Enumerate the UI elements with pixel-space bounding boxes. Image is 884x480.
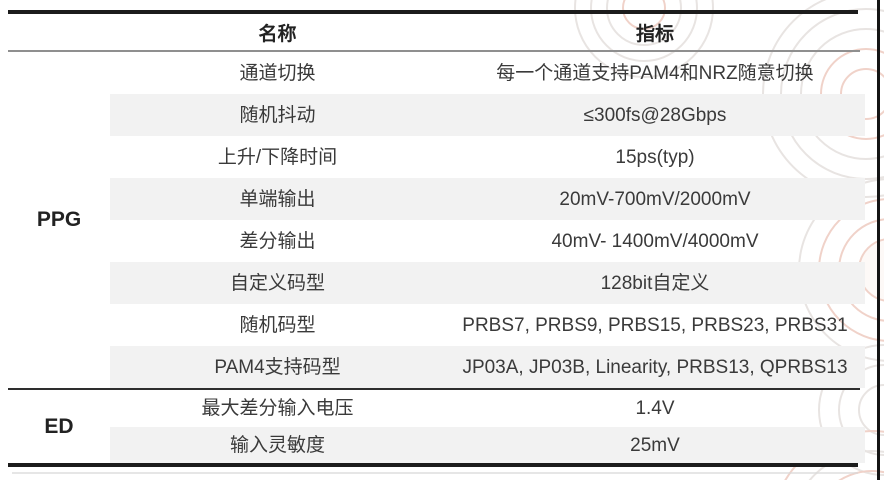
section-label-ppg: PPG	[36, 208, 82, 231]
right-edge-line	[877, 0, 880, 480]
row-cells: 差分输出 40mV- 1400mV/4000mV	[110, 220, 865, 262]
table-row: PAM4支持码型 JP03A, JP03B, Linearity, PRBS13…	[8, 346, 865, 388]
row-name-cell: 随机码型	[239, 314, 316, 336]
section-label-ed: ED	[44, 414, 74, 438]
column-header-name: 名称	[258, 23, 297, 45]
table-top-border	[8, 10, 858, 14]
row-cells: 随机抖动 ≤300fs@28Gbps	[110, 94, 865, 136]
row-name-cell: 上升/下降时间	[217, 146, 338, 168]
column-header-spec: 指标	[635, 23, 674, 45]
row-cells: 输入灵敏度 25mV	[110, 427, 865, 463]
table-row: 随机码型 PRBS7, PRBS9, PRBS15, PRBS23, PRBS3…	[8, 304, 865, 346]
row-name-cell: 输入灵敏度	[229, 434, 325, 456]
row-cells: 上升/下降时间 15ps(typ)	[110, 136, 865, 178]
row-cells: 通道切换 每一个通道支持PAM4和NRZ随意切换	[110, 52, 865, 94]
table-row: 最大差分输入电压 1.4V	[8, 390, 865, 427]
row-cells: 最大差分输入电压 1.4V	[110, 390, 865, 427]
row-name-cell: 随机抖动	[239, 104, 316, 126]
row-cells: 单端输出 20mV-700mV/2000mV	[110, 178, 865, 220]
row-value-cell: JP03A, JP03B, Linearity, PRBS13, QPRBS13	[462, 356, 848, 378]
row-value-cell: 每一个通道支持PAM4和NRZ随意切换	[496, 62, 814, 84]
row-name-cell: PAM4支持码型	[214, 356, 341, 378]
row-cells: PAM4支持码型 JP03A, JP03B, Linearity, PRBS13…	[110, 346, 865, 388]
row-value-cell: 20mV-700mV/2000mV	[559, 188, 751, 210]
row-name-cell: 差分输出	[239, 230, 316, 252]
row-value-cell: 40mV- 1400mV/4000mV	[551, 230, 759, 252]
bottom-shadow	[12, 472, 858, 474]
table-row: 随机抖动 ≤300fs@28Gbps	[8, 94, 865, 136]
header-underline	[8, 50, 860, 52]
table-row: 单端输出 20mV-700mV/2000mV	[8, 178, 865, 220]
row-value-cell: 128bit自定义	[600, 272, 710, 294]
table-row: 差分输出 40mV- 1400mV/4000mV	[8, 220, 865, 262]
table-row: 输入灵敏度 25mV	[8, 427, 865, 463]
table-row: 上升/下降时间 15ps(typ)	[8, 136, 865, 178]
table-bottom-border	[8, 463, 858, 467]
row-cells: 自定义码型 128bit自定义	[110, 262, 865, 304]
row-name-cell: 通道切换	[239, 62, 316, 84]
row-value-cell: 15ps(typ)	[615, 146, 695, 168]
section-ppg: PPG 通道切换 每一个通道支持PAM4和NRZ随意切换 随机抖动 ≤300fs…	[8, 52, 865, 388]
section-ed: ED 最大差分输入电压 1.4V 输入灵敏度 25mV	[8, 390, 865, 463]
row-value-cell: 25mV	[630, 434, 680, 456]
spec-table: 名称 指标 PPG 通道切换 每一个通道支持PAM4和NRZ随意切换 随机抖动 …	[8, 10, 865, 467]
row-name-cell: 单端输出	[239, 188, 316, 210]
row-name-cell: 自定义码型	[229, 272, 325, 294]
row-name-cell: 最大差分输入电压	[201, 398, 354, 419]
row-cells: 随机码型 PRBS7, PRBS9, PRBS15, PRBS23, PRBS3…	[110, 304, 865, 346]
table-row: 自定义码型 128bit自定义	[8, 262, 865, 304]
table-header-row: 名称 指标	[8, 14, 865, 50]
row-value-cell: ≤300fs@28Gbps	[583, 104, 727, 126]
table-row: 通道切换 每一个通道支持PAM4和NRZ随意切换	[8, 52, 865, 94]
section-divider	[8, 388, 860, 390]
row-value-cell: PRBS7, PRBS9, PRBS15, PRBS23, PRBS31	[462, 314, 848, 336]
row-value-cell: 1.4V	[635, 398, 675, 419]
